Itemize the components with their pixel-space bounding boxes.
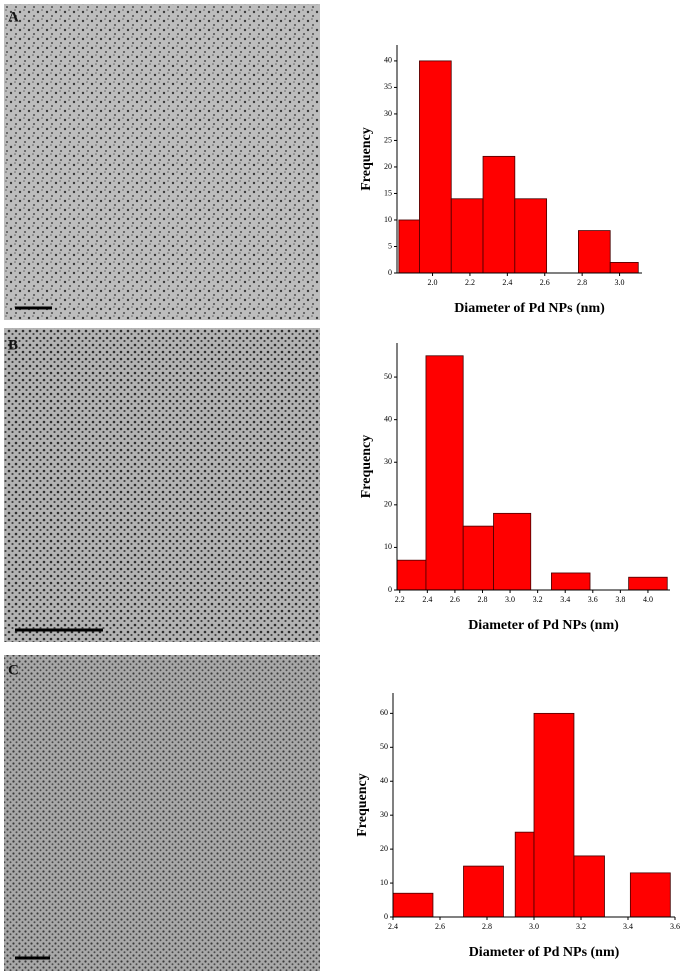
x-axis-title: Diameter of Pd NPs (nm) — [469, 945, 620, 960]
bar — [573, 855, 605, 918]
y-axis-title: Frequency — [359, 127, 374, 191]
bar — [609, 261, 639, 274]
bar — [450, 198, 484, 274]
y-tick-label: 30 — [384, 109, 392, 118]
bar — [514, 831, 535, 918]
y-tick-label: 10 — [384, 215, 392, 224]
y-tick-label: 50 — [384, 372, 392, 381]
x-tick-label: 2.8 — [482, 922, 492, 931]
y-tick-label: 35 — [384, 82, 392, 91]
y-tick-label: 20 — [384, 500, 392, 509]
bar — [462, 525, 494, 591]
bar — [419, 60, 452, 274]
y-tick-label: 40 — [384, 56, 392, 65]
x-tick-label: 2.6 — [435, 922, 445, 931]
x-tick-label: 2.8 — [577, 278, 587, 287]
panel-label: B — [8, 337, 18, 353]
bar — [398, 219, 420, 274]
tem-image — [4, 655, 320, 971]
x-tick-label: 4.0 — [643, 595, 653, 604]
y-tick-label: 30 — [380, 810, 388, 819]
y-tick-label: 15 — [384, 188, 392, 197]
x-tick-label: 3.2 — [533, 595, 543, 604]
y-tick-label: 30 — [384, 457, 392, 466]
x-tick-label: 3.8 — [615, 595, 625, 604]
x-tick-label: 3.6 — [670, 922, 680, 931]
bar — [493, 512, 532, 591]
y-tick-label: 20 — [384, 162, 392, 171]
x-tick-label: 3.2 — [576, 922, 586, 931]
y-tick-label: 5 — [388, 241, 392, 250]
tem-image — [4, 4, 320, 320]
y-tick-label: 20 — [380, 844, 388, 853]
x-axis-title: Diameter of Pd NPs (nm) — [454, 301, 605, 316]
y-tick-label: 50 — [380, 742, 388, 751]
bar — [628, 576, 668, 591]
x-tick-label: 2.4 — [388, 922, 398, 931]
y-tick-label: 25 — [384, 135, 392, 144]
y-tick-label: 10 — [384, 542, 392, 551]
bar — [482, 155, 516, 274]
x-tick-label: 2.2 — [465, 278, 475, 287]
y-tick-label: 0 — [388, 585, 392, 594]
x-axis-title: Diameter of Pd NPs (nm) — [468, 618, 619, 633]
tem-image — [4, 328, 320, 642]
y-axis-title: Frequency — [359, 435, 374, 499]
y-tick-label: 60 — [380, 708, 388, 717]
x-tick-label: 3.6 — [588, 595, 598, 604]
x-tick-label: 3.4 — [560, 595, 570, 604]
x-tick-label: 2.6 — [450, 595, 460, 604]
x-tick-label: 2.4 — [422, 595, 432, 604]
x-tick-label: 2.6 — [540, 278, 550, 287]
bar — [551, 572, 591, 591]
x-tick-label: 2.8 — [477, 595, 487, 604]
bar — [425, 355, 464, 591]
x-tick-label: 2.4 — [502, 278, 512, 287]
y-tick-label: 0 — [388, 268, 392, 277]
y-tick-label: 40 — [384, 414, 392, 423]
x-tick-label: 3.0 — [529, 922, 539, 931]
bar — [629, 872, 671, 918]
y-axis-title: Frequency — [355, 773, 370, 837]
panel-label: C — [8, 662, 19, 678]
x-tick-label: 3.4 — [623, 922, 633, 931]
x-tick-label: 2.0 — [428, 278, 438, 287]
bar — [533, 712, 575, 918]
y-tick-label: 10 — [380, 878, 388, 887]
bar — [463, 865, 504, 918]
bar — [396, 559, 427, 591]
y-tick-label: 40 — [380, 776, 388, 785]
x-tick-label: 3.0 — [505, 595, 515, 604]
panel-label: A — [8, 9, 19, 25]
y-tick-label: 0 — [384, 912, 388, 921]
x-tick-label: 2.2 — [395, 595, 405, 604]
bar — [514, 198, 548, 274]
x-tick-label: 3.0 — [615, 278, 625, 287]
bar — [578, 230, 611, 274]
bar — [392, 892, 434, 918]
